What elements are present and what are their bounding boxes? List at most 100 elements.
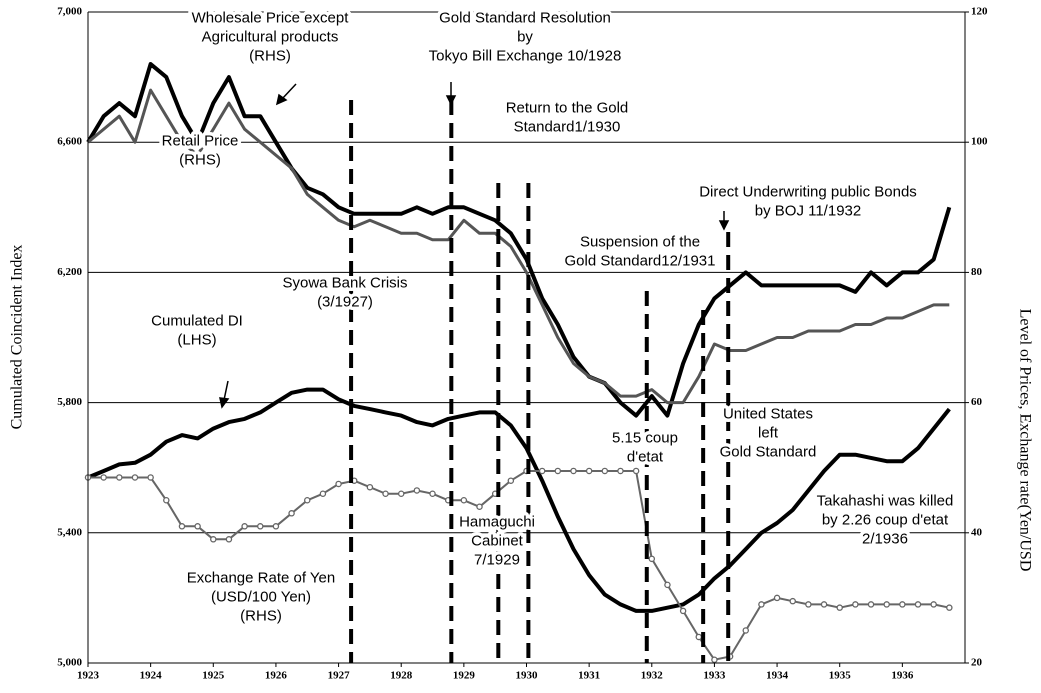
annotation: by BOJ 11/1932 <box>755 202 861 219</box>
x-tick-label: 1933 <box>703 670 726 682</box>
arrow-head <box>219 397 230 409</box>
series-line <box>87 88 950 405</box>
series-marker <box>711 656 718 663</box>
y2-tick-label: 100 <box>971 136 988 148</box>
annotation: (RHS) <box>249 47 291 64</box>
annotation: (RHS) <box>179 151 221 168</box>
series-marker <box>789 597 796 605</box>
x-tick-label: 1926 <box>265 670 288 682</box>
series-marker <box>648 555 656 563</box>
series-marker <box>585 467 593 475</box>
y-tick-label: 5,400 <box>57 526 82 538</box>
annotation: Direct Underwriting public Bonds <box>699 183 917 200</box>
series-marker <box>100 474 107 481</box>
annotation: Takahashi was killed <box>817 492 954 509</box>
annotation: Cumulated DI <box>151 312 243 329</box>
x-tick-label: 1929 <box>453 670 476 682</box>
x-tick-label: 1930 <box>516 670 539 682</box>
series-marker <box>930 601 937 608</box>
annotation: Retail Price <box>162 132 239 149</box>
annotation: Hamaguchi <box>459 513 535 530</box>
annotation: Gold Standard <box>720 443 817 460</box>
series-marker <box>852 601 859 608</box>
arrow-head <box>718 220 730 231</box>
annotation: (LHS) <box>177 331 216 348</box>
series-marker <box>820 601 828 608</box>
x-tick-label: 1925 <box>202 670 225 682</box>
y-tick-label: 7,000 <box>57 6 82 18</box>
annotation: Tokyo Bill Exchange 10/1928 <box>429 47 622 64</box>
series-marker <box>695 633 703 641</box>
series-marker <box>773 594 781 602</box>
series-marker <box>335 480 342 488</box>
series-marker <box>946 604 953 611</box>
annotation: 2/1936 <box>862 530 908 547</box>
series-marker <box>116 474 123 481</box>
annotation: 7/1929 <box>474 551 520 568</box>
series-marker <box>883 601 890 608</box>
series-marker <box>241 523 248 530</box>
y2-tick-label: 60 <box>971 396 983 408</box>
annotation: (USD/100 Yen) <box>211 588 311 605</box>
series-marker <box>147 474 154 481</box>
series-marker <box>601 467 609 475</box>
series-marker <box>413 487 421 494</box>
annotation: by <box>517 28 533 45</box>
annotation: Cabinet <box>471 532 524 549</box>
series-marker <box>366 483 374 491</box>
series-marker <box>867 601 875 608</box>
series-marker <box>131 474 139 481</box>
x-tick-label: 1923 <box>77 670 100 682</box>
arrow-head <box>275 93 288 106</box>
y2-tick-label: 40 <box>971 526 983 538</box>
x-tick-label: 1932 <box>641 670 664 682</box>
y2-axis-title: Level of Prices, Exchange rate(Yen/USD <box>1016 309 1033 572</box>
y2-tick-label: 80 <box>971 266 983 278</box>
series-marker <box>319 490 327 497</box>
series-marker <box>476 503 483 511</box>
annotation: left <box>758 424 779 441</box>
series-marker <box>679 607 687 615</box>
series-marker <box>914 601 922 608</box>
annotation: Gold Standard Resolution <box>439 9 611 26</box>
series-marker <box>382 490 389 497</box>
arrows <box>219 82 730 409</box>
y-tick-label: 5,800 <box>57 396 82 408</box>
arrow <box>223 380 229 401</box>
x-tick-label: 1935 <box>829 670 852 682</box>
annotation: United States <box>723 405 813 422</box>
series-line <box>86 62 952 418</box>
annotation: 5.15 coup <box>612 429 678 446</box>
series-marker <box>899 601 906 608</box>
series-marker <box>210 536 217 543</box>
series-marker <box>632 467 640 475</box>
series-marker <box>758 601 765 608</box>
annotation: (3/1927) <box>317 293 373 310</box>
series-marker <box>538 467 546 475</box>
events <box>349 100 731 663</box>
series-marker <box>288 510 295 517</box>
annotation: Wholesale Price except <box>192 9 350 26</box>
series-marker <box>303 496 311 504</box>
series-marker <box>257 523 264 530</box>
annotation: Return to the Gold <box>506 99 629 116</box>
y2-tick-label: 120 <box>971 6 988 18</box>
series-marker <box>570 467 577 475</box>
series-line <box>87 387 951 613</box>
series <box>84 62 953 663</box>
annotation: Gold Standard12/1931 <box>565 252 716 269</box>
x-tick-label: 1927 <box>328 670 351 682</box>
x-tick-label: 1928 <box>390 670 413 682</box>
annotation: Syowa Bank Crisis <box>282 274 407 291</box>
series-marker <box>272 523 280 530</box>
y-tick-label: 6,600 <box>57 136 82 148</box>
series-marker <box>617 467 624 475</box>
annotations: Wholesale Price except Agricultural produ… <box>148 6 957 628</box>
series-marker <box>742 627 750 634</box>
series-marker <box>178 523 186 530</box>
series-marker <box>554 467 562 475</box>
series-marker <box>507 477 515 484</box>
arrow-head <box>445 95 457 106</box>
y-tick-label: 5,000 <box>57 657 82 669</box>
